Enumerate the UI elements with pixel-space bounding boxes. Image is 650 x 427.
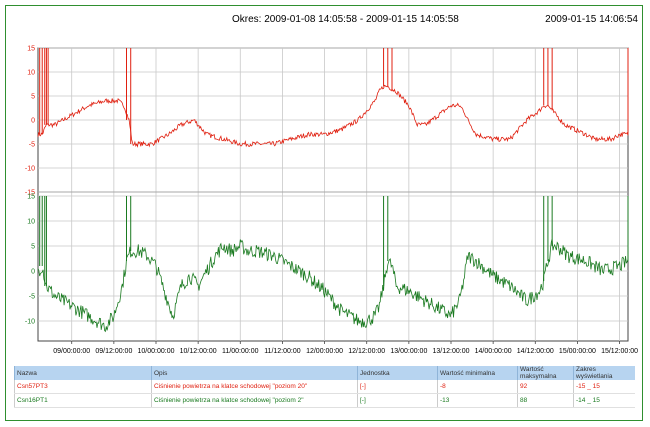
y-tick-label: 5 — [31, 244, 35, 251]
col-header-desc[interactable]: Opis — [151, 366, 358, 380]
chart-frame — [5, 5, 643, 421]
cell-max: 92 — [517, 380, 574, 394]
y-tick-label: 0 — [31, 269, 35, 276]
x-tick-label: 10/12:00:00 — [180, 348, 217, 355]
x-tick-label: 11/12:00:00 — [264, 348, 301, 355]
col-header-min[interactable]: Wartość minimalna — [437, 366, 518, 380]
col-header-range[interactable]: Zakres wyświetlania — [573, 366, 635, 380]
y-tick-label: -15 — [25, 190, 35, 197]
cell-range: -14 _ 15 — [573, 393, 635, 408]
cell-unit: [-] — [357, 393, 438, 408]
x-tick-label: 11/00:00:00 — [222, 348, 259, 355]
cell-desc: Ciśnienie powietrza na klatce schodowej … — [151, 380, 358, 394]
x-tick-label: 12/00:00:00 — [306, 348, 343, 355]
col-header-max[interactable]: Wartość maksymalna — [517, 366, 574, 380]
cell-min: -8 — [437, 380, 518, 394]
x-tick-label: 13/12:00:00 — [433, 348, 470, 355]
cell-unit: [-] — [357, 380, 438, 394]
y-tick-label: 5 — [31, 94, 35, 101]
x-tick-label: 12/12:00:00 — [348, 348, 385, 355]
series-line-Csn57PT3 — [37, 84, 629, 148]
col-header-unit[interactable]: Jednostka — [357, 366, 438, 380]
legend-table: Nazwa Opis Jednostka Wartość minimalna W… — [14, 366, 635, 408]
cell-name: Csn57PT3 — [14, 380, 152, 394]
x-tick-label: 15/12:00:00 — [601, 348, 638, 355]
y-tick-label: 0 — [31, 118, 35, 125]
cell-max: 88 — [517, 393, 574, 408]
table-row[interactable]: Csn16PT1 Ciśnienie powietrza na klatce s… — [14, 393, 635, 408]
x-tick-label: 09/12:00:00 — [95, 348, 132, 355]
current-time-label: 2009-01-15 14:06:54 — [545, 14, 638, 25]
y-tick-label: -10 — [25, 319, 35, 326]
period-label: Okres: 2009-01-08 14:05:58 - 2009-01-15 … — [232, 14, 459, 25]
x-tick-label: 14/00:00:00 — [475, 348, 512, 355]
y-tick-label: 15 — [27, 46, 35, 53]
y-tick-label: 10 — [27, 70, 35, 77]
cell-desc: Ciśnienie powietrza na klatce schodowej … — [151, 393, 358, 408]
x-tick-label: 15/00:00:00 — [559, 348, 596, 355]
y-tick-label: -5 — [29, 294, 35, 301]
x-tick-label: 10/00:00:00 — [138, 348, 175, 355]
x-tick-label: 13/00:00:00 — [390, 348, 427, 355]
cell-name: Csn16PT1 — [14, 393, 152, 408]
x-tick-label: 14/12:00:00 — [517, 348, 554, 355]
x-tick-label: 09/00:00:00 — [53, 348, 90, 355]
y-tick-label: 10 — [27, 219, 35, 226]
cell-range: -15 _ 15 — [573, 380, 635, 394]
cell-min: -13 — [437, 393, 518, 408]
y-tick-label: -10 — [25, 166, 35, 173]
series-line-Csn16PT1 — [37, 238, 629, 333]
y-tick-label: 15 — [27, 194, 35, 201]
col-header-name[interactable]: Nazwa — [14, 366, 152, 380]
table-row[interactable]: Csn57PT3 Ciśnienie powietrza na klatce s… — [14, 380, 635, 394]
legend-header-row: Nazwa Opis Jednostka Wartość minimalna W… — [14, 366, 635, 380]
y-tick-label: -5 — [29, 142, 35, 149]
